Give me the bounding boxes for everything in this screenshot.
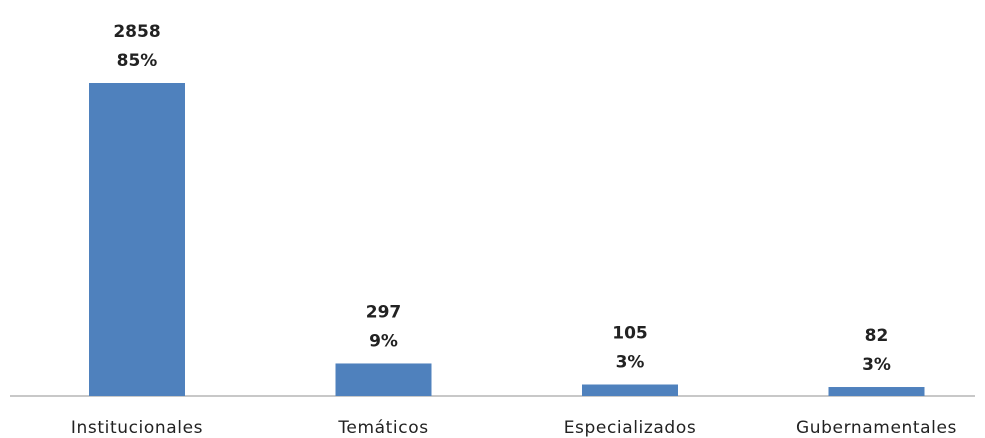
- category-tick-label: Temáticos: [337, 418, 428, 438]
- data-label-percent: 3%: [616, 353, 645, 373]
- category-tick-label: Especializados: [564, 418, 697, 438]
- data-label-value: 82: [865, 326, 889, 346]
- category-tick-label: Institucionales: [71, 418, 203, 438]
- data-label-value: 2858: [113, 22, 160, 42]
- value-labels-group: 2858 85% 297 9% 105 3% 82 3%: [113, 22, 891, 375]
- data-label-percent: 85%: [117, 51, 158, 71]
- bar-temáticos: [335, 363, 432, 396]
- data-label-value: 105: [612, 324, 648, 344]
- data-label-percent: 9%: [369, 331, 398, 351]
- data-label-percent: 3%: [862, 355, 891, 375]
- category-tick-label: Gubernamentales: [796, 418, 957, 438]
- category-labels-group: Institucionales Temáticos Especializados Gu…: [71, 418, 957, 438]
- bars-group: [89, 83, 925, 396]
- bar-institucionales: [89, 83, 185, 396]
- bar-especializados: [582, 384, 678, 396]
- data-label-value: 297: [366, 302, 402, 322]
- bar-gubernamentales: [828, 387, 925, 396]
